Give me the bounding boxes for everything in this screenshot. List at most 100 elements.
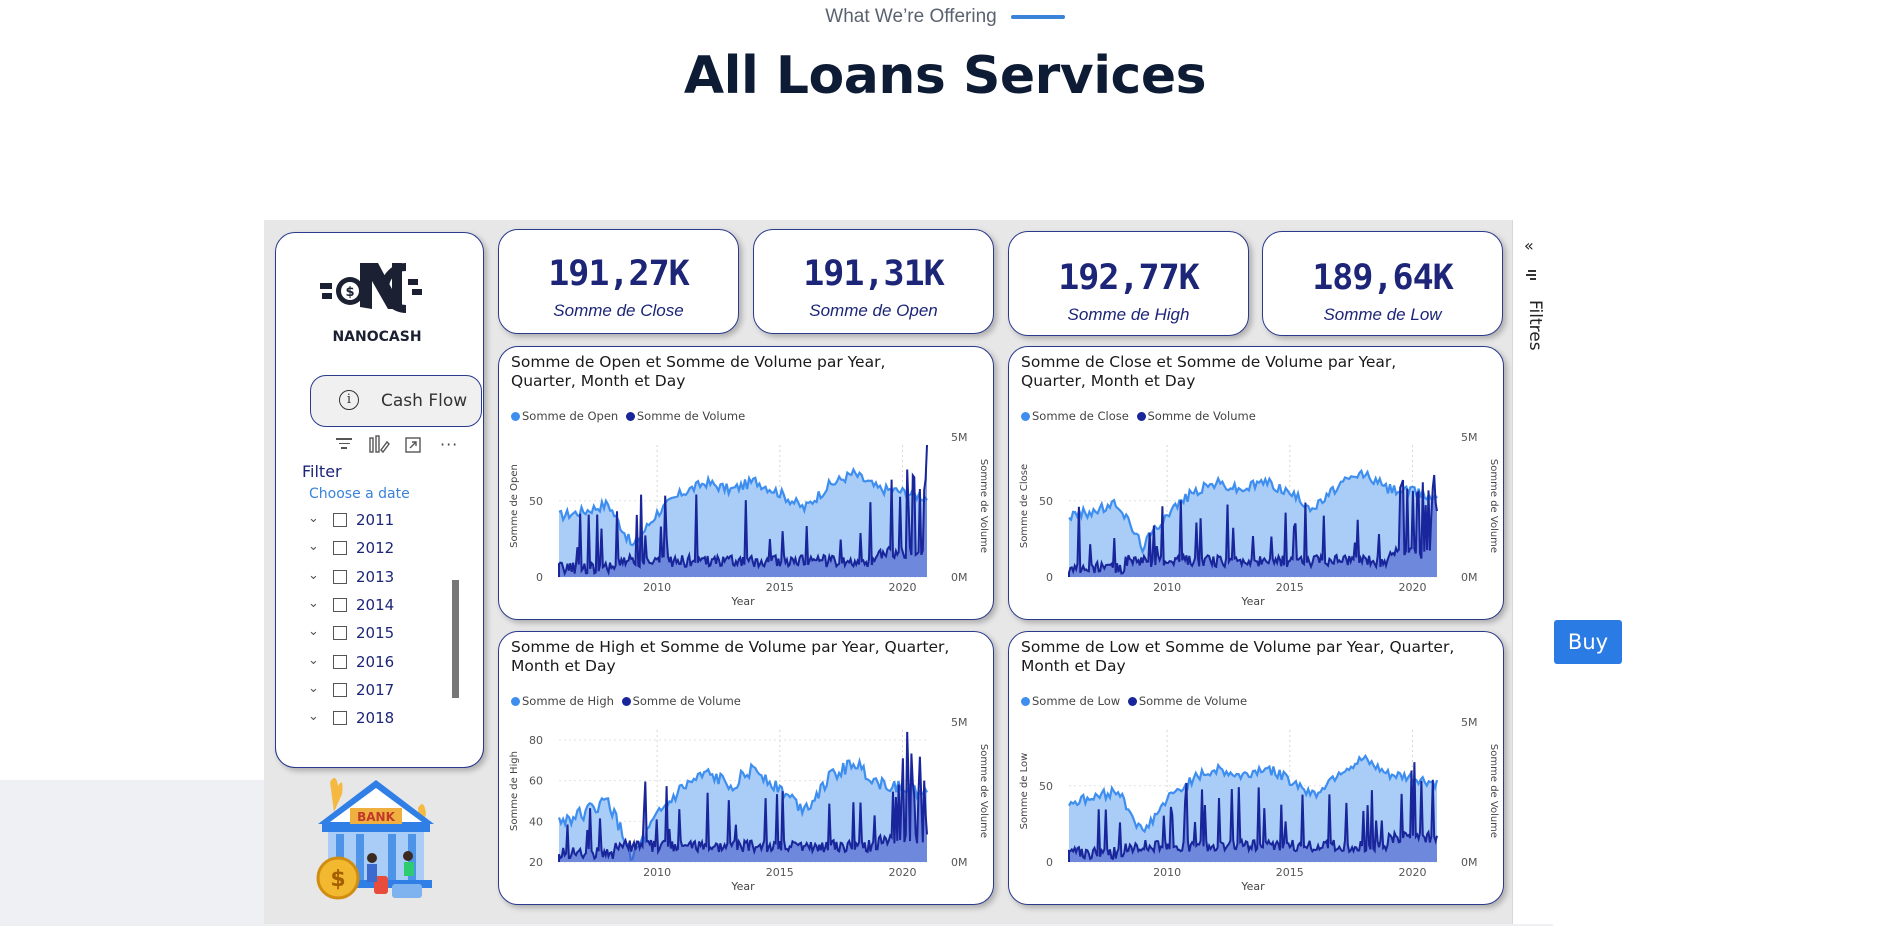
focus-mode-icon[interactable] [404,436,422,458]
year-checkbox[interactable] [333,597,347,612]
chart-open-volume[interactable]: Somme de Open et Somme de Volume par Yea… [498,346,994,620]
series-area-price [559,469,927,577]
legend-entry: Somme de Volume [1138,694,1248,708]
kpi-card-close[interactable]: 191,27K Somme de Close [498,229,739,334]
chart-legend: Somme de Low Somme de Volume [1021,694,1247,708]
x-tick-label: 2020 [888,866,916,879]
x-tick-label: 2020 [888,581,916,594]
kpi-label: Somme de Low [1323,305,1442,324]
y-tick-label: 60 [529,775,543,788]
year-checkbox[interactable] [333,541,347,556]
slicer-scrollbar[interactable] [452,580,459,698]
kpi-card-low[interactable]: 189,64K Somme de Low [1262,231,1503,336]
chart-low-volume[interactable]: Somme de Low et Somme de Volume par Year… [1008,631,1504,905]
year-label: 2014 [356,595,395,614]
bank-illustration: BANK $ [310,772,442,906]
eyebrow-text: What We’re Offering [825,6,997,27]
legend-entry: Somme de High [522,694,614,708]
section-title: All Loans Services [683,46,1207,106]
series-line-price [1068,468,1438,555]
x-axis-title: Year [730,880,755,893]
series-line-volume [1068,762,1438,862]
more-options-icon[interactable]: ··· [440,435,459,454]
series-line-price [1068,753,1439,834]
y2-tick-label: 0M [1461,856,1478,869]
x-axis-title: Year [1240,595,1265,608]
section-eyebrow: What We’re Offering [0,6,1890,28]
y2-tick-label: 5M [951,431,968,444]
chevron-down-icon[interactable]: ⌄ [308,709,319,725]
kpi-card-open[interactable]: 191,31K Somme de Open [753,229,994,334]
x-axis-title: Year [730,595,755,608]
chevron-down-icon[interactable]: ⌄ [308,511,319,526]
year-checkbox[interactable] [333,513,347,527]
filters-pane-label[interactable]: Filtres [1525,300,1545,351]
legend-swatch [1021,412,1030,421]
y-axis-title: Somme de Close [1019,464,1030,548]
x-tick-label: 2010 [643,581,671,594]
y-tick-label: 40 [529,815,543,828]
year-checkbox[interactable] [333,682,347,697]
cash-flow-button[interactable]: i Cash Flow [310,375,482,427]
kpi-value: 192,77K [1058,258,1200,298]
chevron-down-icon[interactable]: ⌄ [308,624,319,640]
y2-tick-label: 5M [1461,716,1478,729]
x-tick-label: 2015 [1276,866,1304,879]
kpi-value: 191,27K [548,254,690,294]
legend-entry: Somme de Volume [632,694,741,708]
year-checkbox[interactable] [333,569,347,584]
series-area-volume [559,445,927,577]
chart-legend: Somme de Close Somme de Volume [1021,409,1256,423]
cash-flow-label: Cash Flow [381,391,468,411]
chart-plot: 2010 2015 2020 0 50 0M 5M Year Somme de Open Somm… [509,431,989,608]
year-checkbox[interactable] [333,711,347,726]
kpi-card-high[interactable]: 192,77K Somme de High [1008,231,1249,336]
chevron-down-icon[interactable]: ⌄ [308,652,319,668]
filter-icon[interactable] [336,438,352,449]
chart-close-volume[interactable]: Somme de Close et Somme de Volume par Ye… [1008,346,1504,620]
svg-text:NANOCASH: NANOCASH [332,329,421,345]
chart-plot: 2010 2015 2020 0 50 0M 5M Year Somme de Close Som… [1019,431,1499,608]
y-tick-label: 80 [529,734,543,747]
chevron-down-icon[interactable]: ⌄ [308,539,319,555]
series-area-volume [559,731,927,862]
series-line-volume [1068,474,1438,577]
year-label: 2015 [356,624,395,643]
filter-title: Filter [302,462,342,481]
year-label: 2013 [356,567,395,586]
year-checkbox[interactable] [333,626,347,641]
x-tick-label: 2020 [1398,866,1426,879]
double-chevron-left-icon[interactable]: « [1524,236,1534,255]
filter-lines-icon[interactable] [1526,270,1536,280]
year-label: 2016 [356,652,395,671]
legend-swatch [1021,697,1030,706]
buy-button[interactable]: Buy [1554,620,1622,664]
chevron-down-icon[interactable]: ⌄ [308,680,319,696]
chart-legend: Somme de Open Somme de Volume [511,409,745,423]
y-tick-label: 0 [1046,856,1053,869]
y-axis-title: Somme de Low [1019,753,1030,830]
filters-pane[interactable]: « [1512,220,1554,924]
chevron-down-icon[interactable]: ⌄ [308,595,319,611]
y2-tick-label: 5M [1461,431,1478,444]
y-axis-title: Somme de Open [509,464,520,548]
x-tick-label: 2020 [1398,581,1426,594]
eyebrow-accent-line [1010,14,1065,19]
legend-swatch [1127,697,1137,706]
year-checkbox[interactable] [333,654,347,669]
series-line-price [558,466,928,547]
chart-title: Somme de Open et Somme de Volume par Yea… [511,353,886,390]
chevron-down-icon[interactable]: ⌄ [308,567,319,583]
format-visual-icon[interactable] [368,434,390,458]
svg-text:BANK: BANK [357,810,395,824]
y-tick-label: 50 [529,495,543,508]
chart-title: Somme de Low et Somme de Volume par Year… [1021,638,1455,675]
year-label: 2017 [356,680,395,699]
legend-entry: Somme de Volume [636,409,746,423]
legend-entry: Somme de Open [522,409,619,423]
year-label: 2011 [356,511,395,529]
x-tick-label: 2015 [766,581,794,594]
y2-tick-label: 0M [951,571,968,584]
kpi-value: 189,64K [1312,258,1454,298]
chart-high-volume[interactable]: Somme de High et Somme de Volume par Yea… [498,631,994,905]
